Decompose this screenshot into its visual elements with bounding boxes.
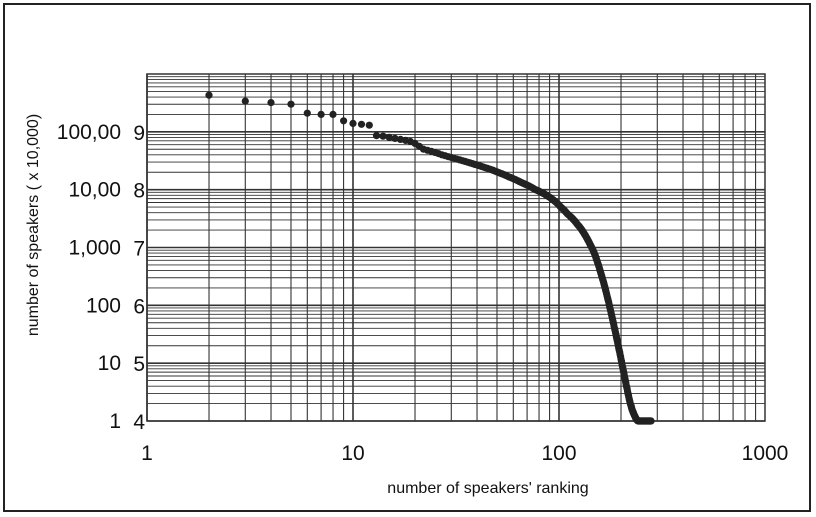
y-tick-label-right: 6: [133, 295, 145, 318]
data-point: [317, 110, 325, 118]
y-tick-label-left: 100,00: [57, 121, 121, 144]
data-point: [349, 119, 357, 127]
data-point: [329, 110, 337, 118]
data-point: [391, 134, 399, 142]
data-point: [340, 117, 348, 125]
x-tick-label: 1: [141, 442, 153, 465]
data-point: [365, 121, 373, 129]
y-tick-labels-left: 1 10 100 1,000 10,00 100,00: [57, 121, 121, 433]
data-points-layer: [205, 91, 655, 425]
y-tick-label-left: 10,00: [68, 179, 121, 202]
grid-layer: [146, 74, 765, 422]
x-axis-label: number of speakers' ranking: [387, 480, 588, 497]
y-tick-label-right: 4: [133, 411, 145, 434]
y-tick-label-right: 7: [133, 238, 145, 261]
x-tick-label: 1000: [742, 442, 789, 465]
data-point: [303, 109, 311, 117]
plot-area-border: [146, 73, 766, 422]
data-point: [379, 132, 387, 140]
data-point: [385, 133, 393, 141]
y-tick-labels-right: 4 5 6 7 8 9: [133, 122, 145, 434]
data-point: [357, 120, 366, 128]
data-point: [372, 132, 381, 140]
y-tick-label-right: 8: [133, 180, 145, 203]
y-tick-label-right: 5: [133, 353, 145, 376]
y-tick-label-left: 10: [98, 352, 121, 375]
y-tick-label-right: 9: [133, 122, 145, 145]
y-tick-label-left: 100: [86, 294, 121, 317]
x-tick-label: 10: [341, 442, 364, 465]
data-point: [205, 91, 213, 99]
x-tick-labels: 1 10 100 1000: [141, 442, 788, 465]
chart-frame: [3, 3, 811, 512]
data-point: [241, 97, 249, 105]
data-point: [287, 100, 295, 108]
data-point: [267, 99, 275, 107]
x-tick-label: 100: [541, 442, 576, 465]
y-tick-label-left: 1,000: [68, 237, 121, 260]
y-tick-label-left: 1: [109, 410, 121, 433]
y-axis-label: number of speakers ( x 10,000): [25, 114, 42, 336]
data-point: [647, 417, 655, 425]
